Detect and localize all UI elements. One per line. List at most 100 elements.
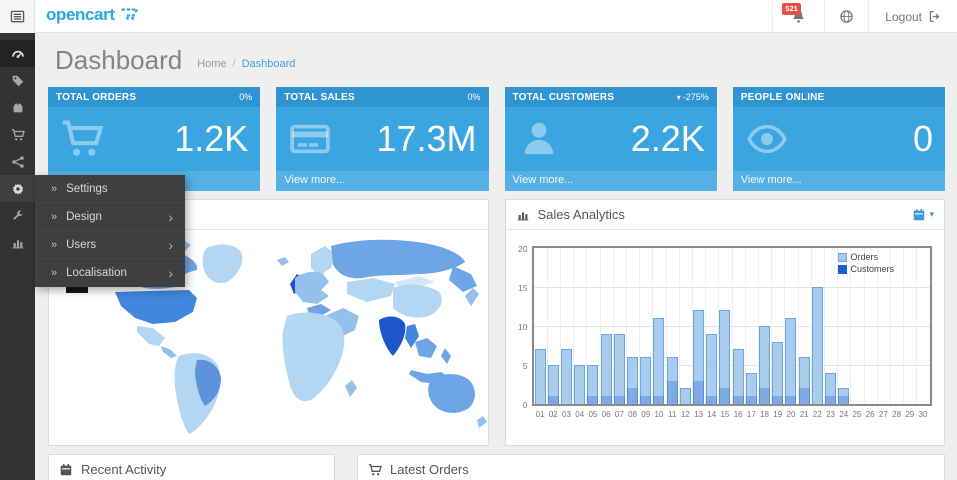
tile-body: 2.2K [504, 107, 717, 171]
bottom-row: Recent Activity Latest Orders [48, 454, 945, 480]
orders-bar [745, 372, 757, 404]
x-axis-tick: 18 [760, 410, 769, 419]
sidebar-item-reports[interactable] [0, 229, 35, 256]
world-map-panel-header [49, 200, 488, 230]
calendar-icon [59, 463, 73, 477]
submenu-item-settings[interactable]: » Settings [35, 175, 185, 203]
notification-badge: 521 [782, 3, 801, 15]
tile-header: TOTAL SALES 0% [276, 87, 489, 107]
x-axis-tick: 01 [535, 410, 545, 419]
legend-label: Customers [850, 264, 895, 274]
x-axis-tick: 26 [865, 410, 875, 419]
chart-bars [534, 248, 930, 404]
view-more-link[interactable]: View more... [504, 171, 717, 191]
y-axis-tick: 15 [518, 283, 528, 293]
sales-analytics-chart: 0 5 10 15 20 01 02 03 04 05 06 07 08 09 10 11 12 13 14 15 16… [505, 230, 944, 445]
tile-value: 17.3M [376, 118, 477, 159]
orders-bar [600, 333, 612, 404]
legend-item-customers: Customers [837, 264, 895, 274]
legend-swatch [837, 252, 847, 262]
notifications-button[interactable]: 521 [772, 0, 824, 33]
legend-swatch [837, 264, 847, 274]
menu-icon [10, 9, 25, 24]
tile-label: PEOPLE ONLINE [740, 91, 825, 103]
tile-label: TOTAL SALES [284, 91, 355, 103]
person-icon [517, 117, 561, 161]
sales-analytics-header: Sales Analytics ▾ [505, 200, 944, 230]
orders-bar [772, 341, 784, 404]
logout-button[interactable]: Logout [868, 0, 957, 33]
sidebar-item-marketing[interactable] [0, 148, 35, 175]
submenu-notch [66, 287, 88, 293]
tile-body: 1.2K [48, 107, 261, 171]
tile-header: TOTAL CUSTOMERS ▾ -275% [504, 87, 717, 107]
eye-icon [745, 117, 789, 161]
customers-bar [732, 396, 744, 404]
system-submenu: » Settings » Design › » Users › » Localisation › [35, 175, 185, 287]
share-icon [11, 155, 25, 169]
x-axis-tick: 23 [826, 410, 836, 419]
x-axis-tick: 29 [905, 410, 915, 419]
tile-label: TOTAL CUSTOMERS [512, 91, 615, 103]
orders-bar [653, 318, 665, 404]
orders-bar [706, 333, 718, 404]
tile-value: 1.2K [174, 118, 249, 159]
x-axis-tick: 06 [601, 410, 611, 419]
customers-bar [758, 388, 770, 404]
stat-tile-total-customers: TOTAL CUSTOMERS ▾ -275% 2.2K View more... [504, 87, 717, 191]
x-axis-tick: 04 [575, 410, 585, 419]
sidebar-item-dashboard[interactable] [0, 40, 35, 67]
x-axis-tick: 02 [548, 410, 558, 419]
panel-title: Latest Orders [390, 462, 469, 477]
double-chevron-icon: » [51, 182, 58, 195]
opencart-logo[interactable]: opencart [46, 5, 144, 25]
orders-bar [547, 365, 559, 404]
caret-down-icon: ▾ [929, 209, 934, 219]
language-globe-button[interactable] [824, 0, 868, 33]
panel-header: Latest Orders [358, 455, 944, 480]
date-range-button[interactable]: ▾ [912, 208, 934, 222]
middle-row: Sales Analytics ▾ 0 5 10 15 20 01 02 03 04 05 06 07… [48, 199, 945, 446]
tile-body: 17.3M [276, 107, 489, 171]
breadcrumb-home-link[interactable]: Home [197, 58, 227, 70]
submenu-item-design[interactable]: » Design › [35, 203, 185, 231]
customers-bar [547, 396, 559, 404]
submenu-item-users[interactable]: » Users › [35, 231, 185, 259]
bar-chart-icon [516, 208, 530, 222]
sidebar-item-extensions[interactable] [0, 94, 35, 121]
orders-bar [666, 357, 678, 404]
logout-label: Logout [885, 9, 922, 24]
page-title: Dashboard [55, 44, 183, 75]
x-axis-tick: 14 [707, 410, 717, 419]
sidebar-item-catalog[interactable] [0, 67, 35, 94]
extension-icon [11, 101, 25, 115]
orders-bar [640, 357, 652, 404]
caret-down-icon: ▾ [676, 92, 681, 102]
orders-bar [719, 310, 731, 404]
sidebar-item-system[interactable] [0, 175, 35, 202]
sidebar-item-tools[interactable] [0, 202, 35, 229]
tag-icon [11, 74, 25, 88]
submenu-item-localisation[interactable]: » Localisation › [35, 259, 185, 287]
stat-tile-people-online: PEOPLE ONLINE 0 View more... [732, 87, 945, 191]
x-axis-tick: 21 [799, 410, 809, 419]
orders-bar [785, 318, 797, 404]
tile-header: TOTAL ORDERS 0% [48, 87, 261, 107]
y-axis-tick: 10 [518, 322, 528, 332]
view-more-link[interactable]: View more... [276, 171, 489, 191]
logout-icon [928, 10, 941, 23]
tile-label: TOTAL ORDERS [56, 91, 137, 103]
sidebar-item-sales[interactable] [0, 121, 35, 148]
x-axis-labels: 01 02 03 04 05 06 07 08 09 10 11 12 13 14 15 16 17 18 19 20… [534, 410, 930, 419]
orders-bar [626, 357, 638, 404]
tile-body: 0 [732, 107, 945, 171]
x-axis-tick: 22 [812, 410, 822, 419]
view-more-link[interactable]: View more... [732, 171, 945, 191]
double-chevron-icon: » [51, 238, 58, 251]
double-chevron-icon: » [51, 210, 58, 223]
breadcrumb: Home / Dashboard [197, 50, 295, 70]
menu-toggle-button[interactable] [0, 0, 35, 33]
breadcrumb-current-link[interactable]: Dashboard [241, 58, 296, 70]
latest-orders-panel: Latest Orders [357, 454, 945, 480]
